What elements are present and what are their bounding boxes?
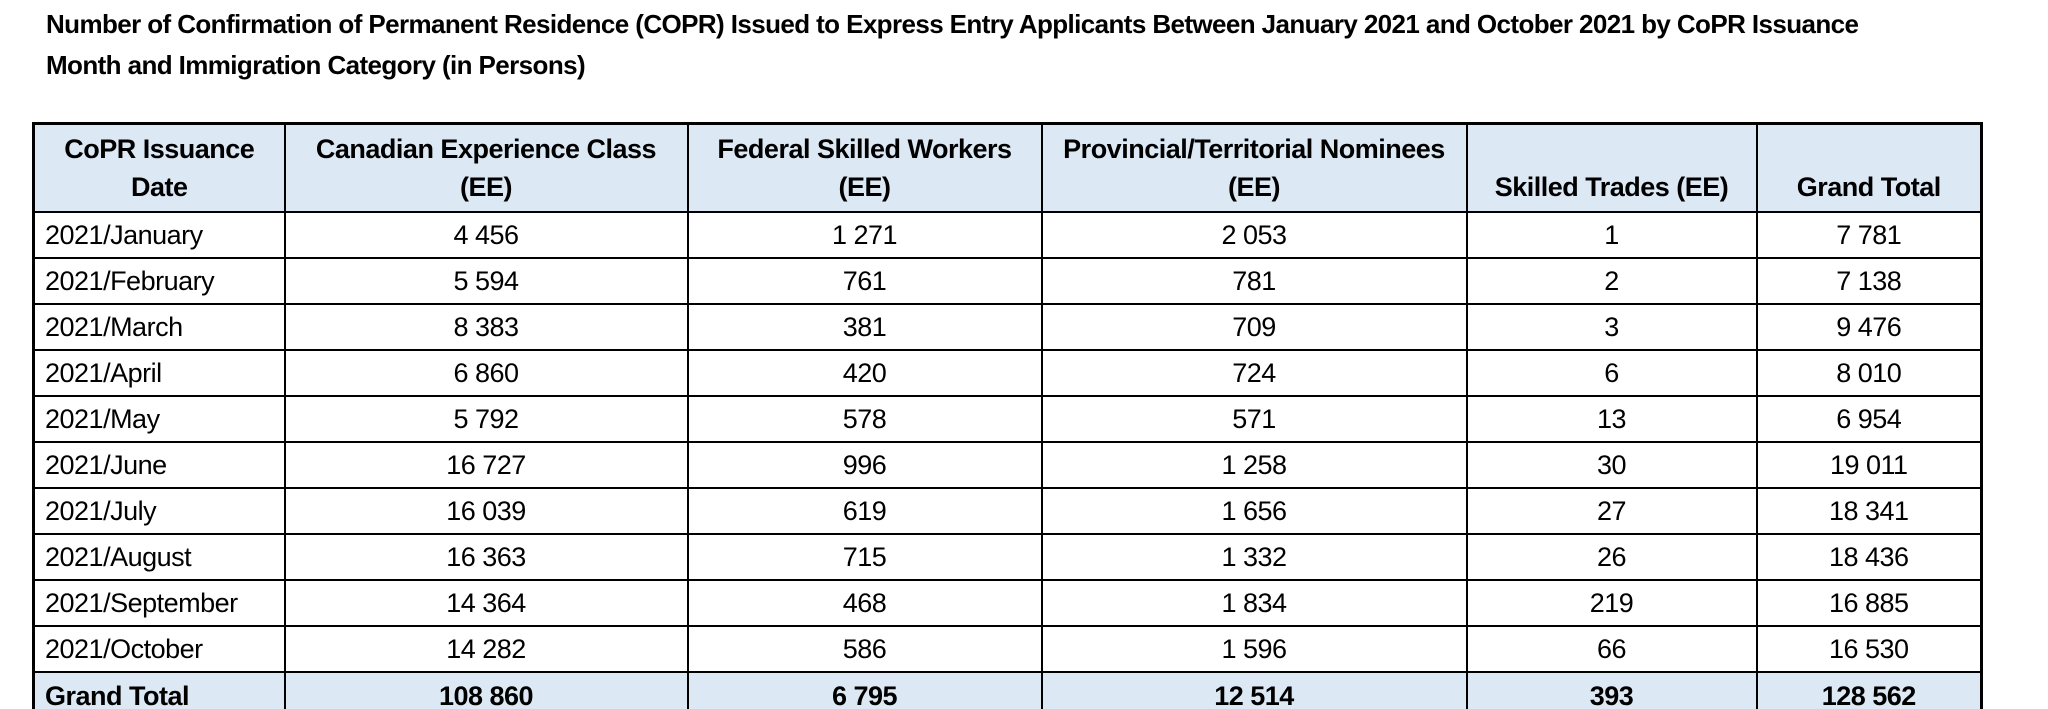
row-label-cell: 2021/August — [32, 533, 286, 581]
column-header-federal-skilled-workers: Federal Skilled Workers (EE) — [686, 122, 1043, 213]
value-cell: 1 656 — [1040, 487, 1468, 535]
value-cell: 761 — [686, 257, 1043, 305]
value-cell: 18 341 — [1755, 487, 1983, 535]
value-cell: 5 792 — [283, 395, 689, 443]
value-cell: 619 — [686, 487, 1043, 535]
value-cell: 26 — [1465, 533, 1758, 581]
grand-total-value-cell: 12 514 — [1040, 671, 1468, 709]
value-cell: 66 — [1465, 625, 1758, 673]
row-label-cell: 2021/January — [32, 211, 286, 259]
value-cell: 8 010 — [1755, 349, 1983, 397]
value-cell: 2 053 — [1040, 211, 1468, 259]
header-row: CoPR Issuance Date Canadian Experience C… — [32, 122, 1983, 213]
value-cell: 709 — [1040, 303, 1468, 351]
value-cell: 571 — [1040, 395, 1468, 443]
value-cell: 14 282 — [283, 625, 689, 673]
row-label-cell: 2021/September — [32, 579, 286, 627]
value-cell: 8 383 — [283, 303, 689, 351]
column-header-canadian-experience-class: Canadian Experience Class (EE) — [283, 122, 689, 213]
table-row: 2021/June 16 727 996 1 258 30 19 011 — [32, 441, 1983, 489]
table-row: 2021/January 4 456 1 271 2 053 1 7 781 — [32, 211, 1983, 259]
value-cell: 781 — [1040, 257, 1468, 305]
value-cell: 1 596 — [1040, 625, 1468, 673]
value-cell: 715 — [686, 533, 1043, 581]
row-label-cell: 2021/October — [32, 625, 286, 673]
value-cell: 16 727 — [283, 441, 689, 489]
table-row: 2021/May 5 792 578 571 13 6 954 — [32, 395, 1983, 443]
value-cell: 16 530 — [1755, 625, 1983, 673]
value-cell: 586 — [686, 625, 1043, 673]
value-cell: 9 476 — [1755, 303, 1983, 351]
grand-total-value-cell: 6 795 — [686, 671, 1043, 709]
value-cell: 16 363 — [283, 533, 689, 581]
value-cell: 996 — [686, 441, 1043, 489]
value-cell: 6 — [1465, 349, 1758, 397]
row-label-cell: 2021/July — [32, 487, 286, 535]
table-row: 2021/March 8 383 381 709 3 9 476 — [32, 303, 1983, 351]
table-row: 2021/August 16 363 715 1 332 26 18 436 — [32, 533, 1983, 581]
value-cell: 14 364 — [283, 579, 689, 627]
value-cell: 578 — [686, 395, 1043, 443]
value-cell: 7 781 — [1755, 211, 1983, 259]
column-header-skilled-trades: Skilled Trades (EE) — [1465, 122, 1758, 213]
value-cell: 27 — [1465, 487, 1758, 535]
value-cell: 381 — [686, 303, 1043, 351]
value-cell: 16 885 — [1755, 579, 1983, 627]
value-cell: 4 456 — [283, 211, 689, 259]
table-row: 2021/October 14 282 586 1 596 66 16 530 — [32, 625, 1983, 673]
grand-total-value-cell: 108 860 — [283, 671, 689, 709]
value-cell: 724 — [1040, 349, 1468, 397]
value-cell: 7 138 — [1755, 257, 1983, 305]
column-header-grand-total: Grand Total — [1755, 122, 1983, 213]
table-row: 2021/April 6 860 420 724 6 8 010 — [32, 349, 1983, 397]
value-cell: 3 — [1465, 303, 1758, 351]
table-header: CoPR Issuance Date Canadian Experience C… — [32, 122, 1983, 213]
value-cell: 420 — [686, 349, 1043, 397]
value-cell: 13 — [1465, 395, 1758, 443]
row-label-cell: 2021/March — [32, 303, 286, 351]
grand-total-row: Grand Total 108 860 6 795 12 514 393 128… — [32, 671, 1983, 709]
value-cell: 18 436 — [1755, 533, 1983, 581]
value-cell: 6 954 — [1755, 395, 1983, 443]
table-footer: Grand Total 108 860 6 795 12 514 393 128… — [32, 671, 1983, 709]
value-cell: 2 — [1465, 257, 1758, 305]
row-label-cell: 2021/April — [32, 349, 286, 397]
table-body: 2021/January 4 456 1 271 2 053 1 7 781 2021/Fe… — [32, 211, 1983, 673]
value-cell: 30 — [1465, 441, 1758, 489]
value-cell: 1 — [1465, 211, 1758, 259]
row-label-cell: 2021/June — [32, 441, 286, 489]
copr-issuance-table: CoPR Issuance Date Canadian Experience C… — [32, 122, 1983, 709]
table-row: 2021/July 16 039 619 1 656 27 18 341 — [32, 487, 1983, 535]
grand-total-value-cell: 393 — [1465, 671, 1758, 709]
value-cell: 1 271 — [686, 211, 1043, 259]
table-row: 2021/September 14 364 468 1 834 219 16 885 — [32, 579, 1983, 627]
value-cell: 19 011 — [1755, 441, 1983, 489]
grand-total-label-cell: Grand Total — [32, 671, 286, 709]
value-cell: 16 039 — [283, 487, 689, 535]
value-cell: 5 594 — [283, 257, 689, 305]
value-cell: 1 258 — [1040, 441, 1468, 489]
value-cell: 1 332 — [1040, 533, 1468, 581]
value-cell: 468 — [686, 579, 1043, 627]
document-title: Number of Confirmation of Permanent Resi… — [46, 9, 1859, 80]
grand-total-value-cell: 128 562 — [1755, 671, 1983, 709]
column-header-copr-issuance-date: CoPR Issuance Date — [32, 122, 286, 213]
value-cell: 219 — [1465, 579, 1758, 627]
value-cell: 1 834 — [1040, 579, 1468, 627]
table-row: 2021/February 5 594 761 781 2 7 138 — [32, 257, 1983, 305]
column-header-provincial-territorial-nominees: Provincial/Territorial Nominees (EE) — [1040, 122, 1468, 213]
value-cell: 6 860 — [283, 349, 689, 397]
row-label-cell: 2021/May — [32, 395, 286, 443]
row-label-cell: 2021/February — [32, 257, 286, 305]
